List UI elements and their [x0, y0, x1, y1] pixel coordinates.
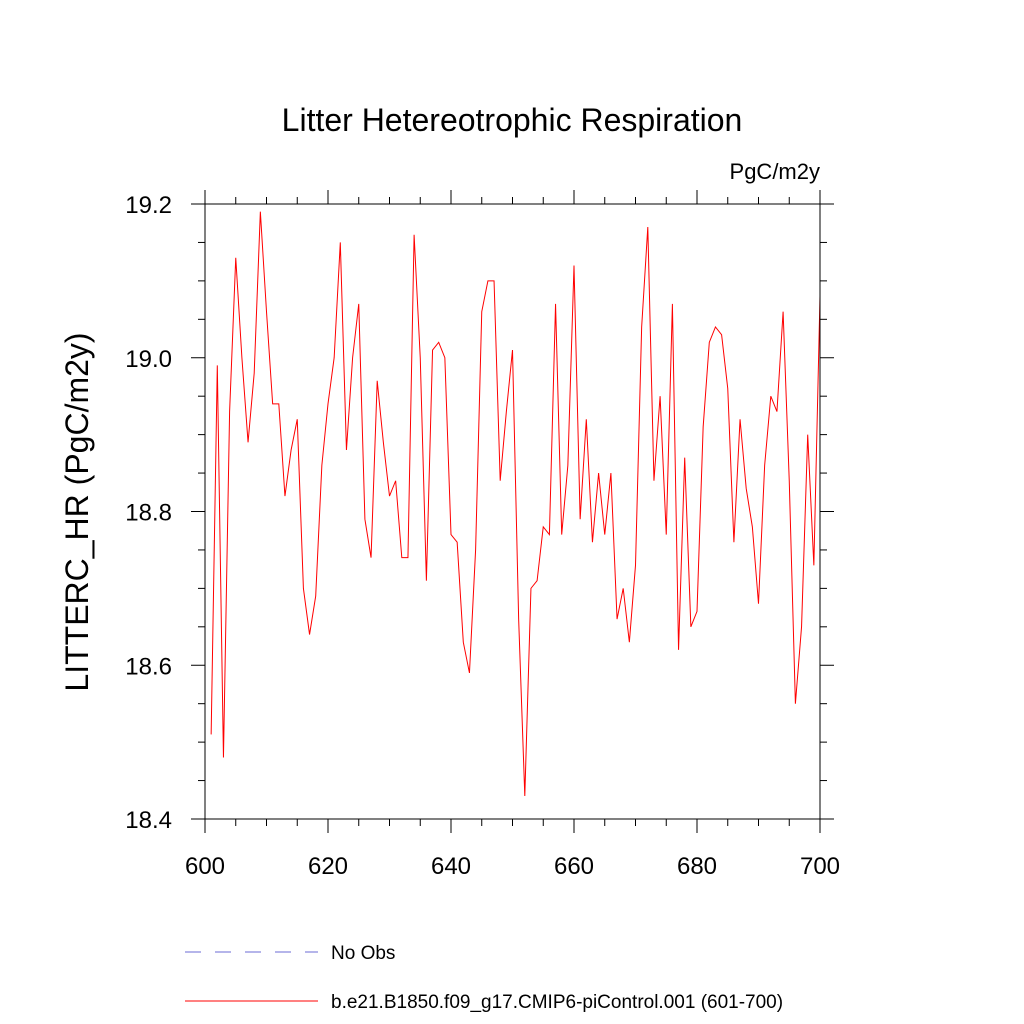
y-tick-label: 18.6 [125, 653, 172, 680]
y-tick-label: 18.8 [125, 500, 172, 527]
y-tick-label: 19.2 [125, 192, 172, 219]
x-tick-label: 700 [800, 853, 840, 880]
x-tick-label: 660 [554, 853, 594, 880]
units-label: PgC/m2y [730, 159, 820, 184]
legend-label-no-obs: No Obs [331, 943, 395, 964]
y-tick-label: 19.0 [125, 346, 172, 373]
chart-title: Litter Hetereotrophic Respiration [282, 102, 743, 138]
y-axis-label: LITTERC_HR (PgC/m2y) [59, 332, 95, 691]
legend-label-picontrol: b.e21.B1850.f09_g17.CMIP6-piControl.001 … [331, 992, 783, 1013]
x-tick-label: 680 [677, 853, 717, 880]
y-tick-labels: 18.4 18.6 18.8 19.0 19.2 [125, 192, 172, 834]
x-tick-label: 620 [308, 853, 348, 880]
x-tick-label: 640 [431, 853, 471, 880]
plot-frame [204, 203, 821, 820]
axis-ticks [191, 190, 834, 833]
y-tick-label: 18.4 [125, 807, 172, 834]
legend: No Obs b.e21.B1850.f09_g17.CMIP6-piContr… [185, 943, 783, 1013]
series-group [210, 211, 821, 796]
x-tick-labels: 600 620 640 660 680 700 [185, 853, 840, 880]
x-tick-label: 600 [185, 853, 225, 880]
series-line-picontrol [210, 211, 821, 796]
